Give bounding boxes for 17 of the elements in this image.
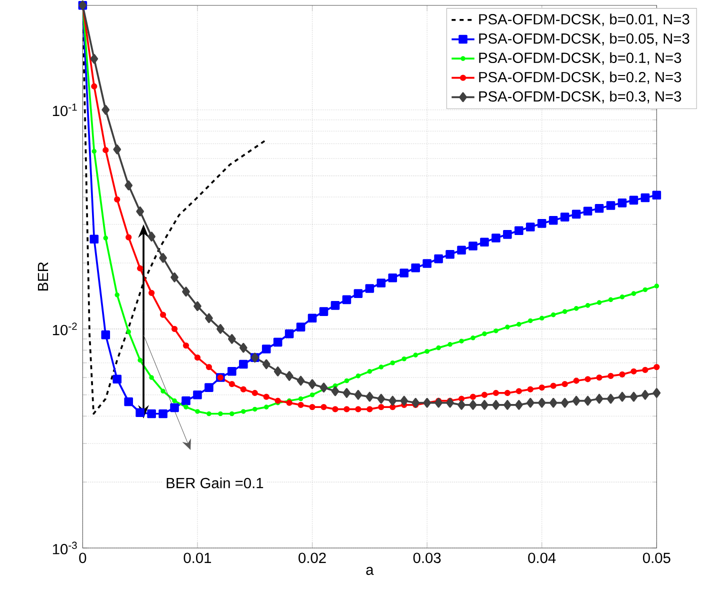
y-tick-label: 10$^{-2}$ [52,322,77,336]
legend-label: PSA-OFDM-DCSK, b=0.01, N=3 [479,14,690,26]
legend-label: PSA-OFDM-DCSK, b=0.3, N=3 [479,90,682,104]
y-tick-label: 10$^{-1}$ [52,104,77,116]
x-tick-label: 0.04 [528,552,556,564]
x-tick-label: 0.02 [298,552,326,564]
x-axis-title: a [366,566,374,575]
annotation: BER Gain =0.1 [166,477,264,488]
legend-label: PSA-OFDM-DCSK, b=0.1, N=3 [479,52,682,65]
x-tick-label: 0.03 [413,552,441,564]
x-tick-label: 0.01 [184,552,212,564]
y-axis-title: BER [38,262,48,291]
legend-label: PSA-OFDM-DCSK, b=0.2, N=3 [479,72,682,84]
y-tick-label: 10$^{-3}$ [52,542,77,554]
x-tick-label: 0.05 [642,552,670,564]
legend-label: PSA-OFDM-DCSK, b=0.05, N=3 [479,32,690,46]
x-tick-label: 0 [79,552,86,564]
